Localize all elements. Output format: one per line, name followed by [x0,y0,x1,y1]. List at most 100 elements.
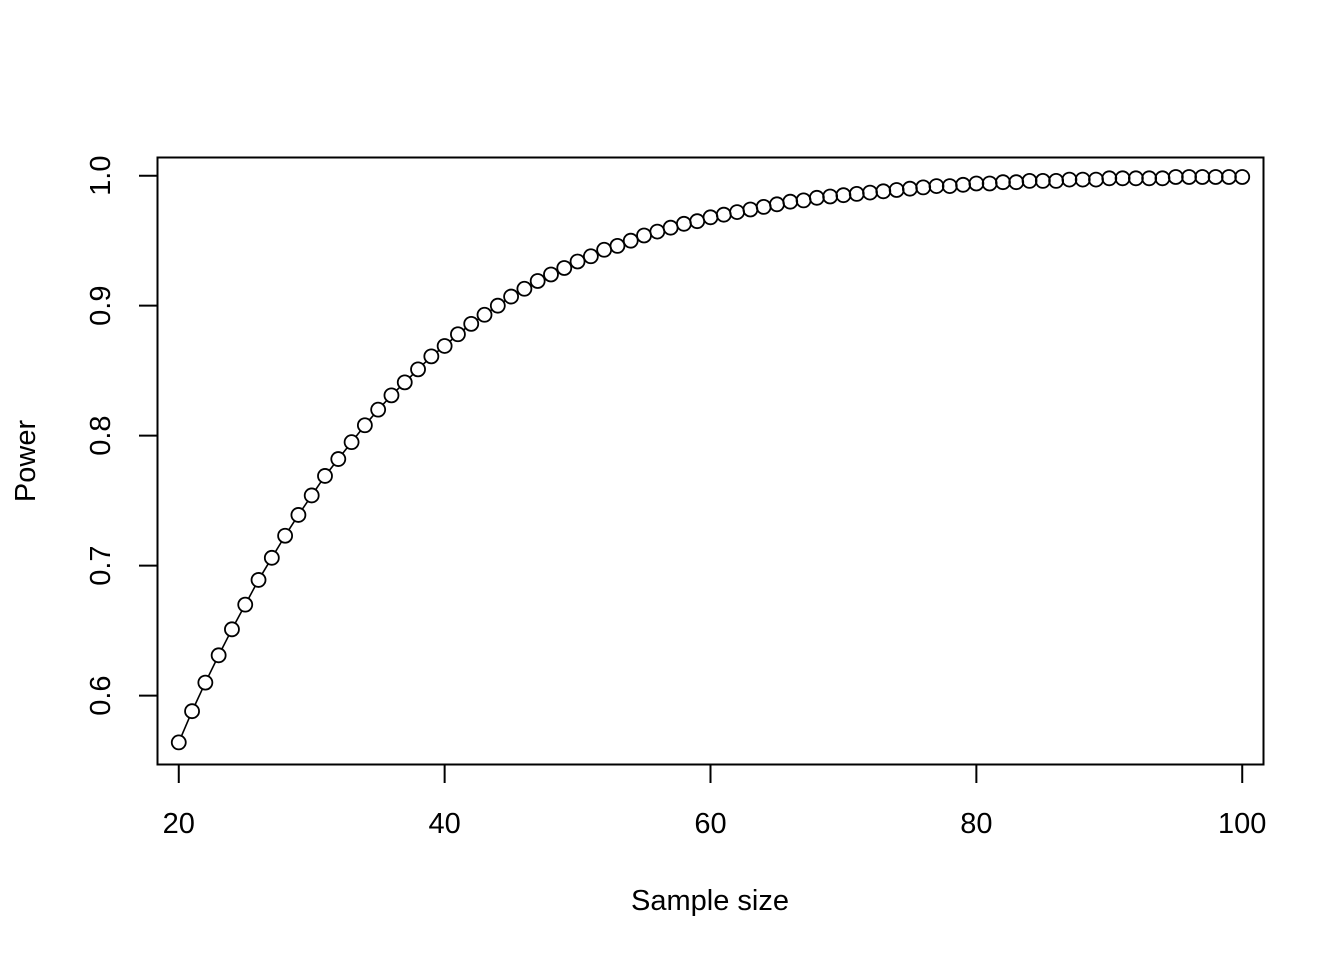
data-point [436,338,453,354]
data-point [808,189,825,206]
data-point [396,374,413,391]
plot-frame [156,156,1265,766]
data-point [317,468,333,484]
data-point [277,527,294,544]
series-line-segment [328,464,335,471]
x-tick-label: 80 [960,808,992,840]
series-layer [170,169,1251,751]
data-point [981,175,998,192]
data-point [263,549,280,566]
data-point [450,326,466,343]
data-point [383,387,400,404]
series-line-segment [368,414,375,421]
y-axis: 0.6 0.7 0.8 0.9 1.0 [85,156,159,716]
data-point [1061,171,1078,188]
data-point [795,192,812,209]
data-point [888,182,905,198]
data-point [1034,172,1051,189]
series-line-segment [247,585,256,599]
data-point [1114,170,1131,187]
series-line-segment [261,563,269,575]
data-point [941,178,958,194]
data-point [822,188,839,205]
data-point [569,253,586,270]
y-tick-label: 0.8 [85,415,117,455]
x-tick-label: 60 [694,808,726,840]
data-point [968,175,985,192]
series-line-segment [234,610,243,624]
data-point [1008,174,1025,191]
data-point [224,621,240,638]
data-point [995,174,1011,191]
data-point [1234,169,1251,185]
data-point [848,185,865,202]
data-point [928,178,945,194]
data-point [197,674,214,691]
data-point [636,227,652,244]
data-point [210,647,227,664]
data-point [250,572,267,588]
data-point [702,209,719,226]
series-line-segment [194,688,204,706]
data-point [1207,169,1224,185]
y-tick-label: 1.0 [85,156,117,196]
data-point [170,734,187,751]
data-point [556,260,573,276]
data-point [423,348,440,365]
data-point [609,237,626,254]
x-tick-label: 20 [163,808,195,840]
series-line-segment [288,520,296,531]
data-point [596,241,613,258]
data-point [1127,170,1144,187]
data-point [370,401,387,418]
series-line-segment [314,481,322,491]
data-point [1088,171,1104,188]
data-point [1101,170,1118,187]
data-point [689,213,706,230]
data-point [715,206,732,223]
series-line-segment [207,661,217,677]
data-point [1074,171,1091,188]
data-point [782,193,799,210]
data-point [662,219,679,236]
data-point [742,201,759,218]
data-point [476,306,493,323]
data-point [1181,169,1197,185]
data-point [755,198,772,215]
data-point [1048,172,1065,189]
x-tick-label: 100 [1218,808,1266,840]
data-point [955,176,971,193]
series-line-segment [341,447,348,455]
data-point [582,248,599,265]
y-tick-label: 0.7 [85,545,117,585]
data-point [1021,172,1038,189]
data-point [543,266,559,283]
data-point [503,288,520,305]
data-point [356,417,373,434]
y-axis-title: Power [10,420,42,503]
series-line-segment [180,717,191,737]
data-point [343,434,360,451]
series-line-segment [274,541,283,553]
series-line-segment [382,399,388,406]
x-tick-label: 40 [429,808,461,840]
y-tick-label: 0.6 [85,675,117,715]
data-point [676,215,692,232]
data-point [1167,169,1184,185]
data-point [875,183,892,200]
x-axis-title: Sample size [631,885,789,917]
data-point [489,297,506,314]
x-axis: 20 40 60 80 100 [163,763,1266,840]
data-point [835,187,852,204]
data-point [330,451,347,467]
data-point [622,232,639,249]
data-point [862,184,878,201]
data-point [516,280,533,297]
data-point [463,315,480,332]
data-point [290,507,307,523]
data-point [1141,170,1158,187]
data-point [901,180,918,197]
data-point [649,223,666,240]
data-point [1154,170,1171,187]
